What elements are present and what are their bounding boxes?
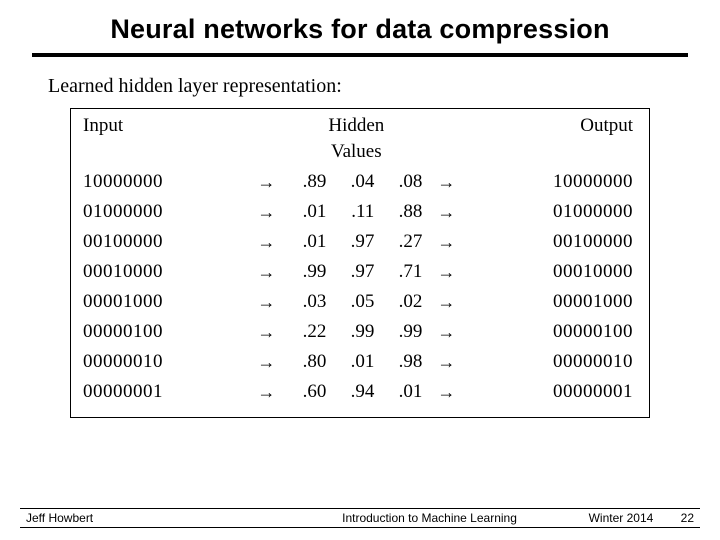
arrow-icon: → [248,257,284,287]
cell-hidden-2: .02 [380,287,428,317]
table-row: 01000000→.01.11.88→01000000 [75,197,645,227]
cell-input: 00010000 [75,257,248,287]
cell-hidden-0: .03 [284,287,332,317]
footer-course: Introduction to Machine Learning [295,511,564,525]
cell-input: 10000000 [75,167,248,197]
cell-output: 00010000 [464,257,645,287]
cell-hidden-2: .99 [380,317,428,347]
cell-hidden-1: .94 [332,377,380,407]
footer-right: Winter 2014 22 [564,511,694,525]
cell-input: 00001000 [75,287,248,317]
cell-hidden-1: .97 [332,227,380,257]
col-hidden-header: Hidden [284,113,428,139]
cell-input: 01000000 [75,197,248,227]
cell-hidden-0: .80 [284,347,332,377]
cell-hidden-1: .99 [332,317,380,347]
slide-title: Neural networks for data compression [30,14,690,45]
table-row: 00010000→.99.97.71→00010000 [75,257,645,287]
arrow-icon: → [248,347,284,377]
cell-hidden-2: .08 [380,167,428,197]
cell-hidden-0: .22 [284,317,332,347]
col-values-header: Values [284,139,428,167]
cell-hidden-1: .04 [332,167,380,197]
arrow-icon: → [428,167,464,197]
cell-input: 00000010 [75,347,248,377]
table-body: 10000000→.89.04.08→1000000001000000→.01.… [75,167,645,407]
slide-footer: Jeff Howbert Introduction to Machine Lea… [0,508,720,532]
table-row: 00000100→.22.99.99→00000100 [75,317,645,347]
footer-pageno: 22 [681,511,694,525]
title-rule [32,53,688,57]
arrow-icon: → [428,287,464,317]
arrow-icon: → [248,377,284,407]
arrow-icon: → [428,347,464,377]
data-table-wrap: Input Hidden Output Values 10000000→.89.… [70,108,650,418]
table-row: 00001000→.03.05.02→00001000 [75,287,645,317]
col-output-header: Output [464,113,645,139]
slide: Neural networks for data compression Lea… [0,0,720,540]
arrow-icon: → [428,257,464,287]
footer-author: Jeff Howbert [26,511,295,525]
cell-hidden-1: .11 [332,197,380,227]
cell-output: 00000001 [464,377,645,407]
cell-output: 00001000 [464,287,645,317]
cell-hidden-2: .98 [380,347,428,377]
arrow-icon: → [428,377,464,407]
table-row: 10000000→.89.04.08→10000000 [75,167,645,197]
cell-output: 00100000 [464,227,645,257]
cell-hidden-0: .89 [284,167,332,197]
cell-hidden-2: .71 [380,257,428,287]
arrow-icon: → [248,197,284,227]
col-spacer [428,113,464,139]
footer-term: Winter 2014 [589,511,654,525]
arrow-icon: → [428,227,464,257]
cell-hidden-0: .99 [284,257,332,287]
arrow-icon: → [248,317,284,347]
cell-output: 00000100 [464,317,645,347]
data-table: Input Hidden Output Values 10000000→.89.… [75,113,645,407]
cell-hidden-2: .01 [380,377,428,407]
col-input-header: Input [75,113,248,139]
cell-hidden-0: .01 [284,197,332,227]
cell-hidden-0: .01 [284,227,332,257]
cell-input: 00100000 [75,227,248,257]
cell-output: 10000000 [464,167,645,197]
cell-hidden-0: .60 [284,377,332,407]
arrow-icon: → [248,167,284,197]
arrow-icon: → [248,287,284,317]
table-row: 00000001→.60.94.01→00000001 [75,377,645,407]
cell-output: 01000000 [464,197,645,227]
cell-input: 00000100 [75,317,248,347]
cell-hidden-1: .05 [332,287,380,317]
arrow-icon: → [248,227,284,257]
cell-input: 00000001 [75,377,248,407]
cell-output: 00000010 [464,347,645,377]
cell-hidden-1: .97 [332,257,380,287]
col-spacer [248,113,284,139]
cell-hidden-1: .01 [332,347,380,377]
slide-subhead: Learned hidden layer representation: [48,75,690,98]
table-row: 00000010→.80.01.98→00000010 [75,347,645,377]
arrow-icon: → [428,197,464,227]
cell-hidden-2: .27 [380,227,428,257]
arrow-icon: → [428,317,464,347]
table-row: 00100000→.01.97.27→00100000 [75,227,645,257]
cell-hidden-2: .88 [380,197,428,227]
